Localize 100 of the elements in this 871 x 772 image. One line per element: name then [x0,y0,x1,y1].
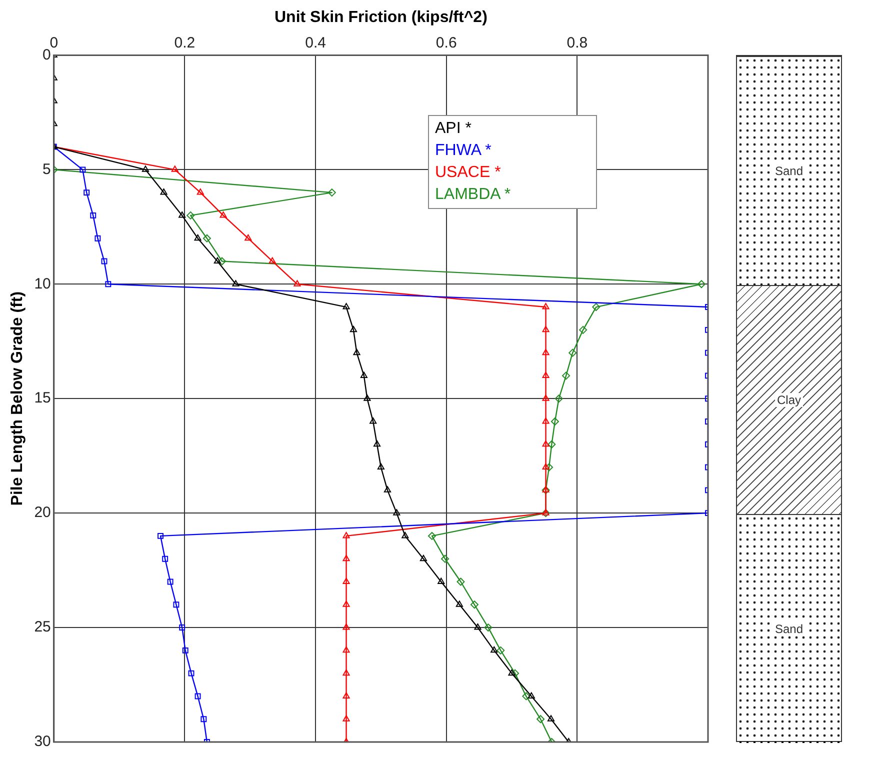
point [232,280,240,286]
point [188,670,194,676]
y-tick-label: 10 [34,275,51,292]
point [179,624,186,631]
x-tick-label: 0.6 [436,34,457,52]
point [393,509,400,516]
point [214,257,221,264]
point [342,554,350,562]
point [484,624,492,632]
point [568,348,577,357]
x-tick-label: 0.8 [566,34,588,52]
point [342,669,350,676]
point [218,257,226,266]
point [294,280,301,286]
point [697,280,706,288]
point [268,257,276,264]
point [377,463,384,470]
point [186,211,195,220]
point [474,624,482,630]
point [167,578,174,585]
point [342,532,350,538]
point [592,303,600,312]
y-tick-label: 25 [34,618,51,636]
point [456,600,463,607]
point [470,600,478,609]
point [522,692,530,700]
point [441,554,450,563]
point [353,348,360,356]
point [542,326,550,332]
point [202,234,211,242]
point [545,463,554,472]
point [105,281,112,288]
point [342,715,350,722]
x-tick-label: 0.4 [305,34,326,52]
point [200,716,207,722]
point [142,166,149,172]
point [158,532,164,539]
point [328,188,336,197]
point [94,235,101,242]
point [90,212,96,218]
point [84,190,90,196]
point [428,532,436,540]
point [101,258,108,264]
point [542,303,550,310]
point [342,646,350,653]
point [342,624,350,630]
y-tick-label: 15 [34,390,51,407]
point [542,394,550,401]
point [438,578,445,584]
x-tick-label: 0.2 [174,34,196,52]
point [194,693,201,700]
point [547,715,555,722]
y-tick-label: 30 [34,733,51,750]
point [342,578,350,584]
point [554,394,563,403]
point [562,372,570,380]
point [196,188,204,195]
x-axis-title: Unit Skin Friction (kips/ft^2) [274,9,488,26]
point [173,602,180,608]
point [542,417,550,424]
y-tick-label: 5 [42,160,51,178]
legend-box: API * FHWA * USACE * LAMBDA * [428,115,597,210]
point [182,647,188,654]
point [194,234,202,241]
point [384,486,392,492]
point [550,417,559,426]
point [542,463,550,470]
point [511,669,520,678]
point [508,669,516,676]
point [542,348,550,356]
point [342,303,350,310]
y-tick-label: 0 [42,46,51,64]
point [536,715,545,724]
point [350,326,357,332]
point [171,166,178,172]
point [373,440,381,447]
point [456,578,465,586]
point [220,211,227,218]
point [370,417,377,424]
point [160,188,168,195]
point [542,440,550,447]
point [542,372,550,378]
point [178,211,186,218]
y-tick-label: 20 [34,504,51,522]
y-axis-title: Pile Length Below Grade (ft) [9,291,26,506]
point [342,600,350,607]
point [360,372,368,378]
point [402,532,409,538]
point [420,554,427,562]
point [364,394,371,401]
point [528,692,535,698]
point [496,646,505,654]
soil-column: Sand Clay Sand [736,55,842,742]
point [579,326,588,334]
point [548,440,556,448]
point [80,166,86,173]
point [490,646,498,653]
point [162,556,168,562]
point [244,234,252,241]
point [342,692,350,698]
